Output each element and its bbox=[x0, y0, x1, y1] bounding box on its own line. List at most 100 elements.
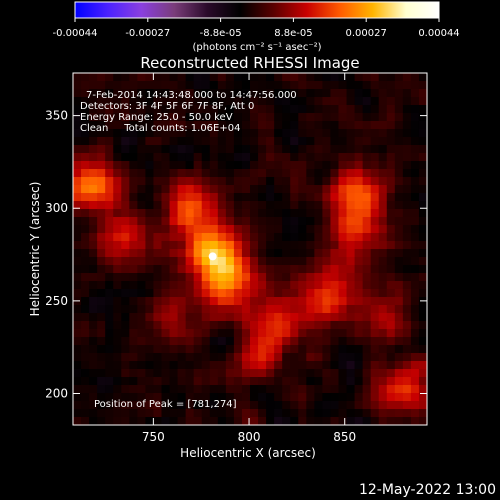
heatmap-cell bbox=[105, 385, 114, 394]
heatmap-cell bbox=[73, 201, 82, 210]
heatmap-cell bbox=[322, 89, 332, 98]
heatmap-cell bbox=[193, 297, 203, 306]
heatmap-cell bbox=[201, 193, 211, 202]
heatmap-cell bbox=[346, 121, 356, 130]
heatmap-cell bbox=[386, 97, 396, 106]
heatmap-cell bbox=[354, 369, 364, 378]
heatmap-cell bbox=[418, 409, 427, 418]
heatmap-cell bbox=[89, 321, 98, 330]
heatmap-cell bbox=[418, 81, 427, 90]
heatmap-cell bbox=[266, 201, 275, 210]
heatmap-cell bbox=[81, 257, 90, 266]
heatmap-cell bbox=[89, 201, 98, 210]
heatmap-cell bbox=[89, 305, 98, 314]
heatmap-cell bbox=[418, 201, 427, 210]
heatmap-cell bbox=[217, 153, 227, 162]
heatmap-cell bbox=[105, 377, 114, 386]
heatmap-cell bbox=[209, 393, 219, 402]
heatmap-cell bbox=[129, 89, 138, 98]
heatmap-cell bbox=[217, 417, 227, 425]
heatmap-cell bbox=[161, 185, 171, 194]
heatmap-cell bbox=[233, 377, 243, 386]
heatmap-cell bbox=[73, 345, 82, 354]
heatmap-cell bbox=[105, 153, 114, 162]
heatmap-cell bbox=[129, 409, 138, 418]
heatmap-cell bbox=[97, 169, 106, 178]
heatmap-cell bbox=[394, 225, 404, 234]
heatmap-cell bbox=[298, 201, 307, 210]
heatmap-cell bbox=[250, 161, 259, 170]
heatmap-cell bbox=[121, 241, 130, 250]
heatmap-cell bbox=[233, 265, 243, 274]
heatmap-cell bbox=[250, 81, 259, 90]
heatmap-cell bbox=[169, 249, 179, 258]
heatmap-cell bbox=[177, 313, 187, 322]
heatmap-cell bbox=[338, 401, 348, 410]
heatmap-cell bbox=[410, 313, 420, 322]
heatmap-cell bbox=[105, 345, 114, 354]
heatmap-cell bbox=[346, 273, 356, 282]
heatmap-cell bbox=[258, 185, 267, 194]
heatmap-cell bbox=[314, 297, 324, 306]
heatmap-cell bbox=[330, 385, 340, 394]
heatmap-cell bbox=[386, 121, 396, 130]
heatmap-cell bbox=[225, 401, 235, 410]
heatmap-cell bbox=[378, 233, 388, 242]
heatmap-cell bbox=[81, 217, 90, 226]
heatmap-cell bbox=[410, 185, 420, 194]
heatmap-cell bbox=[201, 313, 211, 322]
heatmap-cell bbox=[258, 369, 267, 378]
heatmap-cell bbox=[378, 257, 388, 266]
heatmap-cell bbox=[274, 377, 283, 386]
heatmap-cell bbox=[153, 73, 163, 82]
heatmap-cell bbox=[193, 97, 203, 106]
heatmap-cell bbox=[161, 305, 171, 314]
heatmap-cell bbox=[370, 153, 380, 162]
heatmap-cell bbox=[161, 193, 171, 202]
heatmap-cell bbox=[378, 201, 388, 210]
heatmap-cell bbox=[386, 417, 396, 425]
heatmap-cell bbox=[362, 305, 372, 314]
heatmap-cell bbox=[266, 345, 275, 354]
heatmap-cell bbox=[362, 417, 372, 425]
heatmap-cell bbox=[330, 401, 340, 410]
heatmap-cell bbox=[241, 345, 251, 354]
heatmap-cell bbox=[145, 297, 155, 306]
heatmap-cell bbox=[177, 265, 187, 274]
heatmap-cell bbox=[201, 169, 211, 178]
heatmap-cell bbox=[322, 145, 332, 154]
heatmap-cell bbox=[250, 249, 259, 258]
heatmap-cell bbox=[161, 201, 171, 210]
heatmap-cell bbox=[209, 233, 219, 242]
heatmap-cell bbox=[354, 273, 364, 282]
heatmap-cell bbox=[89, 121, 98, 130]
heatmap-cell bbox=[274, 121, 283, 130]
heatmap-cell bbox=[177, 209, 187, 218]
heatmap-cell bbox=[153, 273, 163, 282]
heatmap-cell bbox=[354, 313, 364, 322]
heatmap-cell bbox=[137, 121, 147, 130]
heatmap-cell bbox=[362, 377, 372, 386]
heatmap-cell bbox=[161, 257, 171, 266]
heatmap-cell bbox=[338, 201, 348, 210]
heatmap-cell bbox=[394, 409, 404, 418]
heatmap-cell bbox=[241, 257, 251, 266]
heatmap-cell bbox=[330, 73, 340, 82]
heatmap-cell bbox=[266, 89, 275, 98]
heatmap-cell bbox=[362, 177, 372, 186]
heatmap-cell bbox=[121, 217, 130, 226]
heatmap-cell bbox=[354, 353, 364, 362]
heatmap-cell bbox=[153, 401, 163, 410]
heatmap-cell bbox=[241, 137, 251, 146]
heatmap-cell bbox=[121, 161, 130, 170]
heatmap-cell bbox=[241, 241, 251, 250]
heatmap-cell bbox=[169, 185, 179, 194]
heatmap-cell bbox=[362, 209, 372, 218]
heatmap-cell bbox=[225, 193, 235, 202]
heatmap-cell bbox=[217, 89, 227, 98]
heatmap-cell bbox=[402, 361, 412, 370]
heatmap-cell bbox=[274, 281, 283, 290]
x-axis-ticks: 750 800 850 bbox=[142, 73, 356, 444]
heatmap-cell bbox=[370, 385, 380, 394]
heatmap-cell bbox=[418, 225, 427, 234]
